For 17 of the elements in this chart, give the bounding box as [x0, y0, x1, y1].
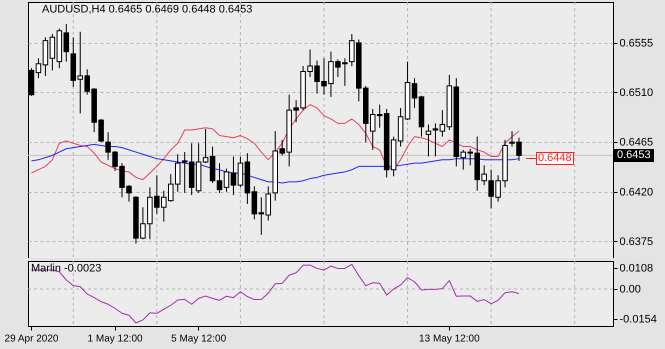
y-tick-label: 0.6555 — [620, 37, 654, 50]
y-tick-label: 0.00 — [620, 283, 641, 296]
x-tick-label: 29 Apr 2020 — [4, 334, 59, 344]
y-tick-label: 0.6420 — [620, 186, 654, 198]
ref-line-label: 0.6453 — [614, 148, 654, 162]
y-tick-label: 0.0108 — [620, 262, 654, 274]
annotation: 0.6448 — [536, 152, 574, 166]
y-tick-label: 0.6465 — [620, 136, 654, 149]
y-tick-label: -0.0154 — [620, 314, 657, 326]
y-tick-label: 0.6375 — [620, 236, 654, 248]
candlestick — [426, 124, 432, 157]
x-tick-label: 5 May 12:00 — [171, 334, 227, 344]
chart-title: AUDUSD,H4 0.6465 0.6469 0.6448 0.6453 — [42, 4, 252, 16]
x-tick-label: 13 May 12:00 — [419, 334, 480, 344]
x-tick-label: 1 May 12:00 — [88, 334, 144, 344]
y-tick-label: 0.6510 — [620, 86, 654, 99]
line-series — [30, 264, 520, 324]
